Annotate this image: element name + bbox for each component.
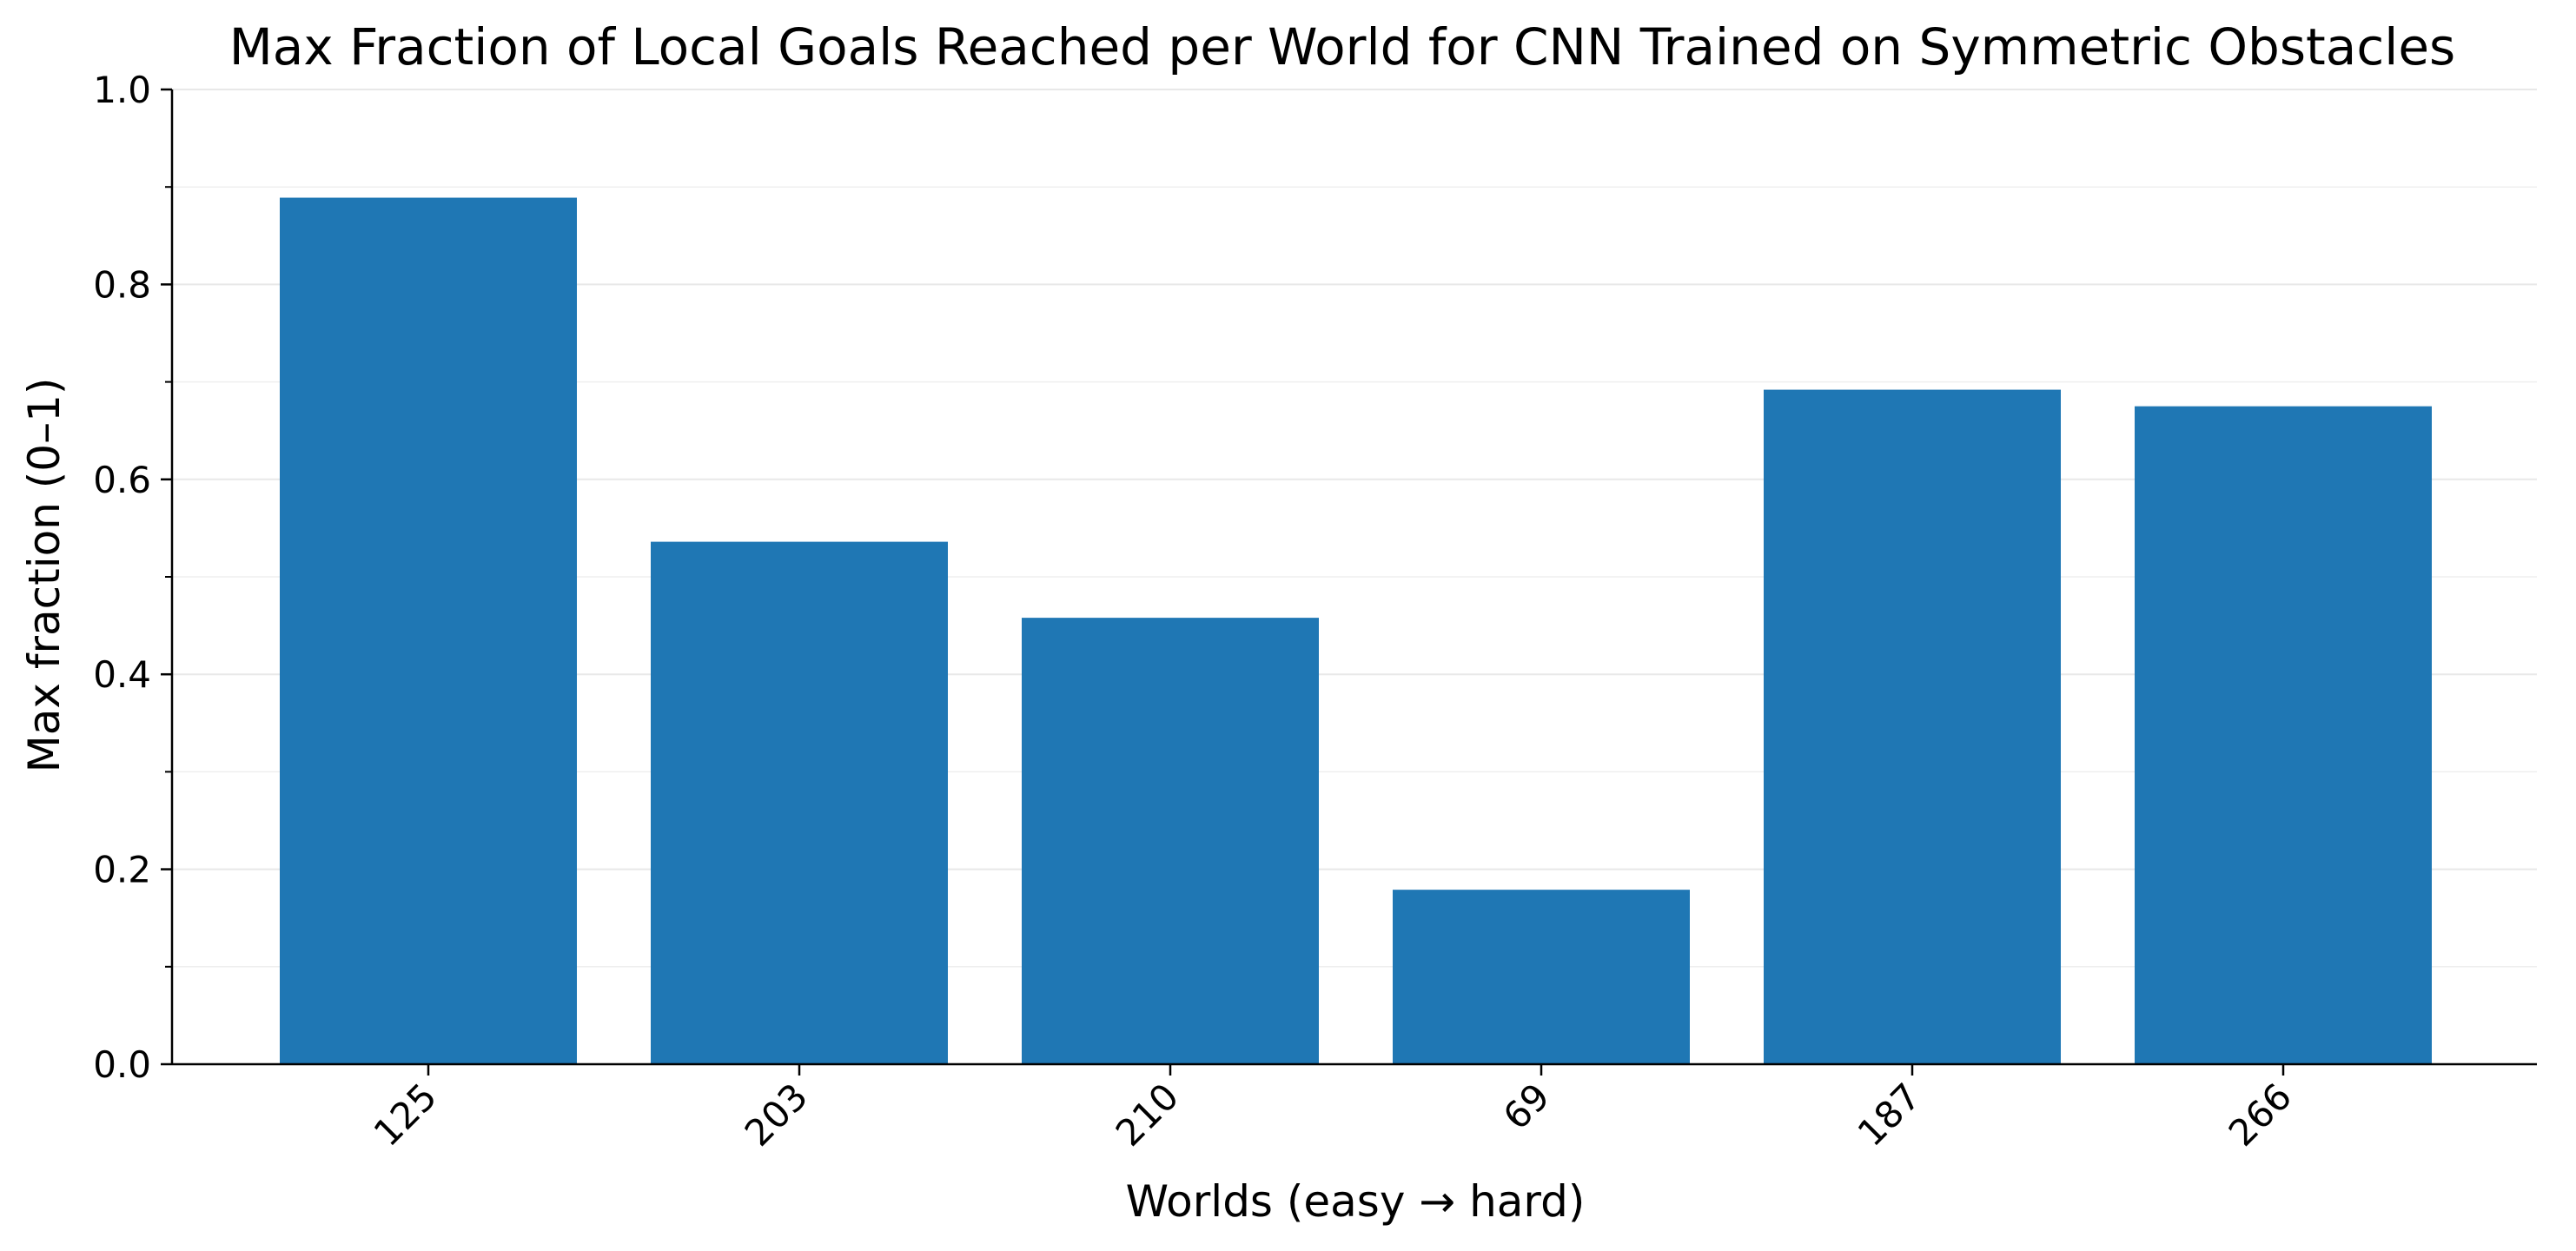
- bar-125: [280, 197, 577, 1065]
- y-tick-label: 0.2: [93, 849, 151, 891]
- bar-187: [1764, 389, 2061, 1064]
- x-tick-label: 69: [1495, 1075, 1558, 1137]
- x-tick-label: 266: [2221, 1075, 2300, 1154]
- y-tick-label: 0.6: [93, 459, 151, 501]
- bars-layer: [280, 197, 2432, 1065]
- bar-203: [651, 541, 948, 1064]
- x-tick-label: 125: [366, 1075, 445, 1154]
- x-axis-label: Worlds (easy → hard): [1126, 1176, 1586, 1227]
- y-tick-label: 0.8: [93, 263, 151, 306]
- y-tick-label: 0.4: [93, 653, 151, 696]
- x-tick-label: 187: [1850, 1075, 1929, 1154]
- chart-title: Max Fraction of Local Goals Reached per …: [229, 17, 2455, 76]
- bar-266: [2135, 406, 2432, 1064]
- bar-69: [1393, 890, 1690, 1064]
- y-tick-label: 1.0: [93, 69, 151, 111]
- x-tick-label: 210: [1108, 1075, 1187, 1154]
- y-tick-label: 0.0: [93, 1043, 151, 1086]
- x-tick-label: 203: [737, 1075, 816, 1154]
- y-axis-label: Max fraction (0–1): [19, 378, 70, 773]
- bar-210: [1022, 618, 1319, 1064]
